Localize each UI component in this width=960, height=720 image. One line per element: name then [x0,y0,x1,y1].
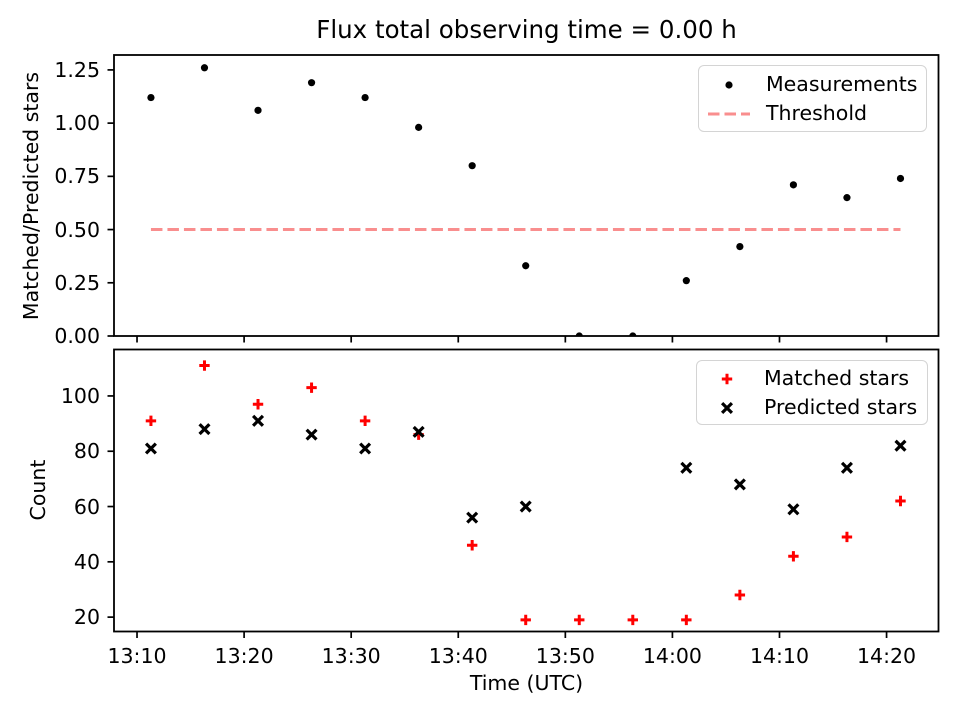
matched-plus-marker [895,495,906,507]
matched-plus-marker [734,589,746,601]
x-tick-label: 14:20 [857,644,917,668]
x-axis-label: Time (UTC) [469,671,584,695]
legend-item-measurements: Measurements [705,70,920,99]
x-tick-label: 13:30 [321,644,381,668]
matched-plus-marker [520,614,531,626]
x-tick-label: 13:50 [535,644,595,668]
matched-plus-marker [841,531,853,543]
matched-plus-marker [306,382,317,393]
predicted-x-marker [787,503,800,516]
x-tick-label: 14:10 [749,644,810,668]
measurement-dot [896,174,905,183]
measurement-dot [843,194,851,202]
predicted-x-marker [412,425,425,438]
measurement-dot [254,106,262,114]
predicted-x-marker [680,461,693,474]
y-tick-label: 80 [73,439,100,464]
x-tick-label: 13:10 [107,644,167,668]
legend-bottom: Matched stars Predicted stars [696,360,928,425]
measurement-dot [682,277,690,285]
dashed-line-icon [708,112,750,115]
matched-plus-marker [413,429,424,440]
matched-plus-marker [252,399,264,410]
chart-title: Flux total observing time = 0.00 h [316,15,737,44]
matched-plus-marker [788,551,799,562]
predicted-x-marker [894,439,907,452]
legend-label-threshold: Threshold [766,101,868,125]
measurement-dot [736,242,744,251]
y-tick-label: 100 [60,383,100,408]
series-x [144,414,907,524]
measurement-dot [147,93,155,102]
matched-plus-marker [466,540,478,551]
y-tick-label: 0.75 [54,164,100,189]
legend-item-predicted-stars: Predicted stars [703,393,921,422]
y-tick-label: 20 [73,605,100,630]
matched-plus-marker [574,614,585,626]
legend-label-predicted-stars: Predicted stars [764,395,918,419]
measurement-dot [307,79,316,87]
legend-label-measurements: Measurements [766,72,918,96]
matched-plus-marker [681,614,692,626]
y-tick-label: 60 [73,494,100,519]
matched-plus-marker [627,614,638,626]
y-tick-label: 0.25 [54,270,100,295]
matched-plus-marker [199,360,210,371]
y-tick-label: 0.50 [54,217,100,242]
x-marker-icon [720,401,734,414]
dot-marker-icon [725,80,733,89]
legend-top: Measurements Threshold [698,65,927,132]
measurement-dot [200,64,209,72]
measurement-dot [575,332,583,336]
measurement-dot [522,262,530,270]
legend-item-threshold: Threshold [705,99,920,128]
matched-plus-marker [359,415,371,427]
predicted-x-marker [144,442,157,455]
predicted-x-marker [519,500,532,513]
measurement-dot [629,332,637,336]
predicted-x-marker [466,511,479,524]
y-tick-label: 1.00 [54,111,100,136]
measurement-dot [415,123,423,131]
y-tick-label: 0.00 [54,324,100,348]
measurement-dot [361,93,369,102]
y-tick-label: 40 [73,549,100,574]
predicted-x-marker [198,423,211,436]
y-tick-label: 1.25 [54,57,100,82]
matched-plus-marker [145,415,157,427]
measurement-dot [468,162,476,170]
predicted-x-marker [359,442,372,455]
x-tick-label: 13:20 [214,644,274,668]
predicted-x-marker [840,461,853,474]
legend-item-matched-stars: Matched stars [703,364,921,393]
x-tick-label: 14:00 [642,644,702,668]
x-tick-label: 13:40 [428,644,488,668]
predicted-x-marker [305,428,318,441]
measurement-dot [789,181,798,189]
predicted-x-marker [251,414,265,427]
legend-label-matched-stars: Matched stars [764,366,910,390]
predicted-x-marker [733,478,746,491]
plus-marker-icon [721,373,733,384]
